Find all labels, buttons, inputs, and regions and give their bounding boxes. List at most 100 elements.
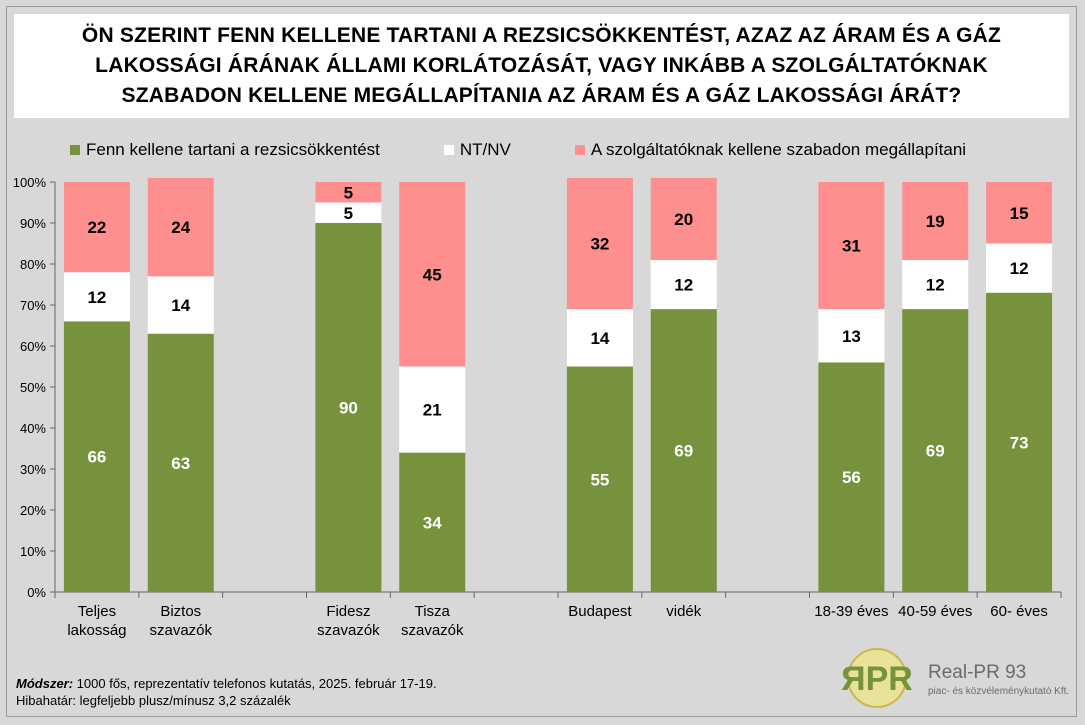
x-category-label: lakosság bbox=[67, 622, 126, 639]
chart-title: ÖN SZERINT FENN KELLENE TARTANI A REZSIC… bbox=[14, 14, 1069, 118]
bar-segment bbox=[818, 362, 885, 592]
data-label: 13 bbox=[842, 327, 861, 346]
y-tick-label: 20% bbox=[20, 503, 46, 518]
footer: Módszer: 1000 fős, reprezentatív telefon… bbox=[16, 675, 437, 709]
data-label: 14 bbox=[171, 296, 190, 315]
logo-name: Real-PR 93 bbox=[928, 662, 1027, 683]
legend-label-support: Fenn kellene tartani a rezsicsökkentést bbox=[86, 140, 380, 159]
data-label: 90 bbox=[339, 399, 358, 418]
legend-swatch-free-pricing bbox=[574, 145, 585, 155]
bar-segment bbox=[566, 177, 633, 310]
x-category-label: Fidesz bbox=[326, 603, 370, 620]
data-label: 15 bbox=[1010, 204, 1029, 223]
data-label: 69 bbox=[674, 442, 693, 461]
x-category-label: 40-59 éves bbox=[898, 603, 972, 620]
data-label: 21 bbox=[423, 401, 442, 420]
data-label: 34 bbox=[423, 513, 442, 532]
y-tick-label: 70% bbox=[20, 298, 46, 313]
x-category-label: szavazók bbox=[149, 622, 212, 639]
y-tick-label: 60% bbox=[20, 339, 46, 354]
data-label: 45 bbox=[423, 265, 442, 284]
y-tick-label: 30% bbox=[20, 462, 46, 477]
realpr-logo: ЯPR bbox=[841, 648, 913, 708]
data-label: 73 bbox=[1010, 433, 1029, 452]
data-label: 14 bbox=[590, 329, 609, 348]
method-label: Módszer: bbox=[16, 676, 74, 691]
title-line-3: SZABADON KELLENE MEGÁLLAPÍTANIA AZ ÁRAM … bbox=[121, 84, 962, 107]
bar-segment bbox=[650, 259, 717, 310]
x-category-label: Budapest bbox=[568, 603, 632, 620]
x-category-label: 60- éves bbox=[990, 603, 1048, 620]
bar-segment bbox=[650, 177, 717, 260]
x-category-label: Biztos bbox=[160, 603, 201, 620]
legend-item-support: Fenn kellene tartani a rezsicsökkentést bbox=[70, 140, 380, 160]
bar-segment bbox=[902, 182, 969, 260]
data-label: 12 bbox=[1010, 259, 1029, 278]
data-label: 56 bbox=[842, 468, 861, 487]
data-label: 55 bbox=[590, 470, 609, 489]
x-category-label: 18-39 éves bbox=[814, 603, 888, 620]
x-category-label: szavazók bbox=[401, 622, 464, 639]
bar-segment bbox=[986, 182, 1053, 244]
bar-segment bbox=[315, 202, 382, 223]
data-label: 5 bbox=[344, 204, 353, 223]
bar-segment bbox=[147, 177, 214, 277]
legend-swatch-support bbox=[70, 145, 80, 155]
y-tick-label: 10% bbox=[20, 544, 46, 559]
data-label: 31 bbox=[842, 237, 861, 256]
title-line-2: LAKOSSÁGI ÁRÁNAK ÁLLAMI KORLÁTOZÁSÁT, VA… bbox=[95, 54, 988, 77]
bar-segment bbox=[63, 182, 130, 273]
data-label: 69 bbox=[926, 442, 945, 461]
bar-segment bbox=[566, 309, 633, 367]
y-tick-label: 40% bbox=[20, 421, 46, 436]
data-label: 12 bbox=[87, 288, 106, 307]
bar-segment bbox=[399, 452, 466, 592]
logo-tagline: piac- és közvéleménykutató Kft. bbox=[928, 686, 1070, 697]
bar-segment bbox=[650, 309, 717, 592]
title-line-1: ÖN SZERINT FENN KELLENE TARTANI A REZSIC… bbox=[81, 24, 1002, 47]
logo-seal-icon bbox=[847, 648, 907, 708]
data-label: 20 bbox=[674, 210, 693, 229]
data-label: 32 bbox=[590, 235, 609, 254]
x-category-label: Teljes bbox=[78, 603, 116, 620]
data-label: 66 bbox=[87, 448, 106, 467]
bar-segment bbox=[818, 309, 885, 363]
y-tick-label: 80% bbox=[20, 257, 46, 272]
x-category-label: Tisza bbox=[415, 603, 451, 620]
y-tick-label: 100% bbox=[13, 175, 47, 190]
data-label: 19 bbox=[926, 212, 945, 231]
x-category-label: vidék bbox=[666, 603, 702, 620]
legend-item-ntnv: NT/NV bbox=[443, 140, 511, 160]
bar-segment bbox=[399, 366, 466, 453]
logo-text: Real-PR 93 piac- és közvéleménykutató Kf… bbox=[928, 662, 1069, 697]
bar-segment bbox=[315, 182, 382, 203]
y-tick-label: 0% bbox=[27, 585, 46, 600]
method-note: Módszer: 1000 fős, reprezentatív telefon… bbox=[16, 675, 437, 692]
logo-mark: ЯPR bbox=[841, 660, 913, 698]
data-label: 12 bbox=[926, 276, 945, 295]
bar-segment bbox=[147, 276, 214, 334]
bar-segment bbox=[986, 243, 1053, 293]
bar-segment bbox=[566, 366, 633, 592]
data-label: 24 bbox=[171, 218, 190, 237]
bar-segment bbox=[902, 309, 969, 592]
error-margin-note: Hibahatár: legfeljebb plusz/mínusz 3,2 s… bbox=[16, 693, 291, 708]
bar-segment bbox=[63, 272, 130, 322]
legend-label-free-pricing: A szolgáltatóknak kellene szabadon megál… bbox=[590, 140, 967, 159]
data-label: 12 bbox=[674, 276, 693, 295]
bar-segment bbox=[147, 333, 214, 592]
y-tick-label: 50% bbox=[20, 380, 46, 395]
bar-segment bbox=[986, 292, 1053, 592]
legend: Fenn kellene tartani a rezsicsökkentést … bbox=[70, 139, 1030, 161]
data-label: 5 bbox=[344, 183, 353, 202]
bar-segment bbox=[399, 182, 466, 367]
legend-label-ntnv: NT/NV bbox=[459, 140, 511, 159]
data-label: 22 bbox=[87, 218, 106, 237]
bar-segment bbox=[818, 182, 885, 310]
bar-segment bbox=[63, 321, 130, 592]
bar-segment bbox=[902, 259, 969, 310]
method-text: 1000 fős, reprezentatív telefonos kutatá… bbox=[73, 676, 437, 691]
x-category-label: szavazók bbox=[317, 622, 380, 639]
legend-swatch-ntnv bbox=[443, 145, 454, 155]
